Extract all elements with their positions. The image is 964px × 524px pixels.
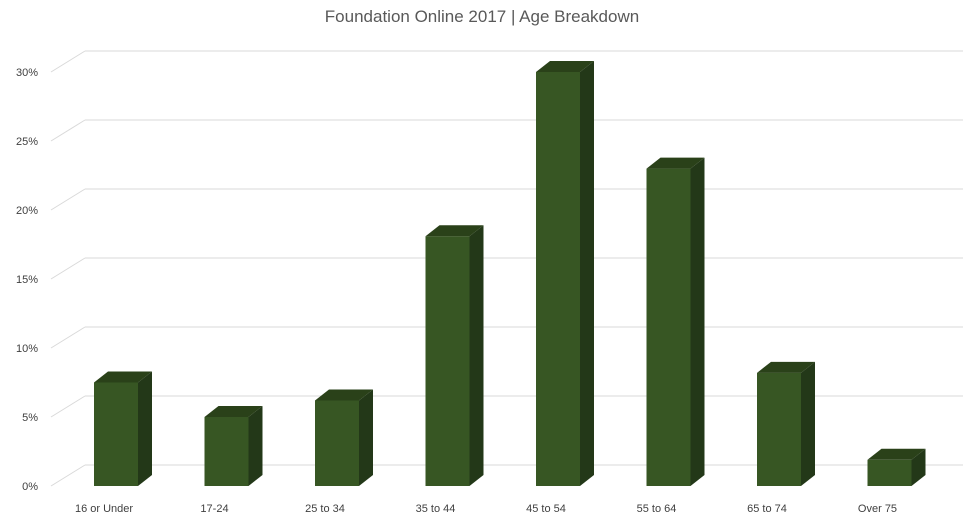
- gridlines: [50, 50, 963, 487]
- bar: [204, 406, 263, 486]
- gridline-slant: [50, 395, 86, 418]
- bar-front: [646, 168, 691, 486]
- gridline-slant: [50, 119, 86, 142]
- bar-top: [757, 361, 815, 373]
- y-tick-label: 25%: [16, 136, 38, 148]
- gridline-slant: [50, 50, 86, 73]
- x-tick-label: 65 to 74: [747, 503, 787, 515]
- bar-front: [425, 236, 470, 486]
- bar-side: [801, 361, 815, 486]
- bar-side: [469, 225, 484, 486]
- bar-front: [204, 417, 249, 486]
- bar-side: [580, 61, 594, 486]
- x-tick-label: 25 to 34: [305, 503, 345, 515]
- bar: [646, 157, 705, 486]
- bar-front: [867, 459, 912, 486]
- bar-top: [867, 448, 926, 460]
- x-tick-label: 55 to 64: [637, 503, 677, 515]
- gridline-slant: [50, 257, 86, 280]
- bar: [94, 371, 152, 486]
- bar-top: [204, 406, 263, 417]
- x-tick-label: 45 to 54: [526, 503, 566, 515]
- x-tick-label: 17-24: [200, 503, 228, 515]
- x-tick-label: 16 or Under: [75, 503, 133, 515]
- bar-front: [315, 400, 359, 486]
- bars: [94, 61, 926, 486]
- gridline-slant: [50, 464, 86, 487]
- y-tick-label: 30%: [16, 67, 38, 79]
- gridline-slant: [50, 188, 86, 211]
- y-tick-label: 0%: [22, 481, 38, 493]
- y-tick-label: 20%: [16, 205, 38, 217]
- x-tick-label: Over 75: [858, 503, 897, 515]
- bar-side: [911, 448, 926, 486]
- y-tick-label: 5%: [22, 412, 38, 424]
- y-tick-label: 15%: [16, 274, 38, 286]
- y-tick-label: 10%: [16, 343, 38, 355]
- bar-side: [248, 406, 263, 486]
- bar: [425, 225, 484, 486]
- bar-front: [757, 372, 801, 486]
- bar-front: [94, 382, 138, 486]
- bar-front: [536, 72, 580, 486]
- y-axis-ticks: 0% 5% 10% 15% 20% 25% 30%: [16, 67, 38, 493]
- bar-top: [94, 371, 152, 383]
- bar-top: [315, 389, 373, 401]
- bar: [315, 389, 373, 486]
- bar: [757, 361, 815, 486]
- gridline-slant: [50, 326, 86, 349]
- bar-side: [359, 389, 373, 486]
- x-tick-label: 35 to 44: [416, 503, 456, 515]
- bar: [536, 61, 594, 486]
- x-axis-ticks: 16 or Under 17-24 25 to 34 35 to 44 45 to 54…: [75, 503, 897, 515]
- bar-top: [536, 61, 594, 72]
- chart-title: Foundation Online 2017 | Age Breakdown: [324, 7, 640, 26]
- bar-side: [690, 157, 705, 486]
- bar-top: [425, 225, 484, 237]
- bar-top: [646, 157, 705, 169]
- bar: [867, 448, 926, 486]
- bar-side: [138, 371, 152, 486]
